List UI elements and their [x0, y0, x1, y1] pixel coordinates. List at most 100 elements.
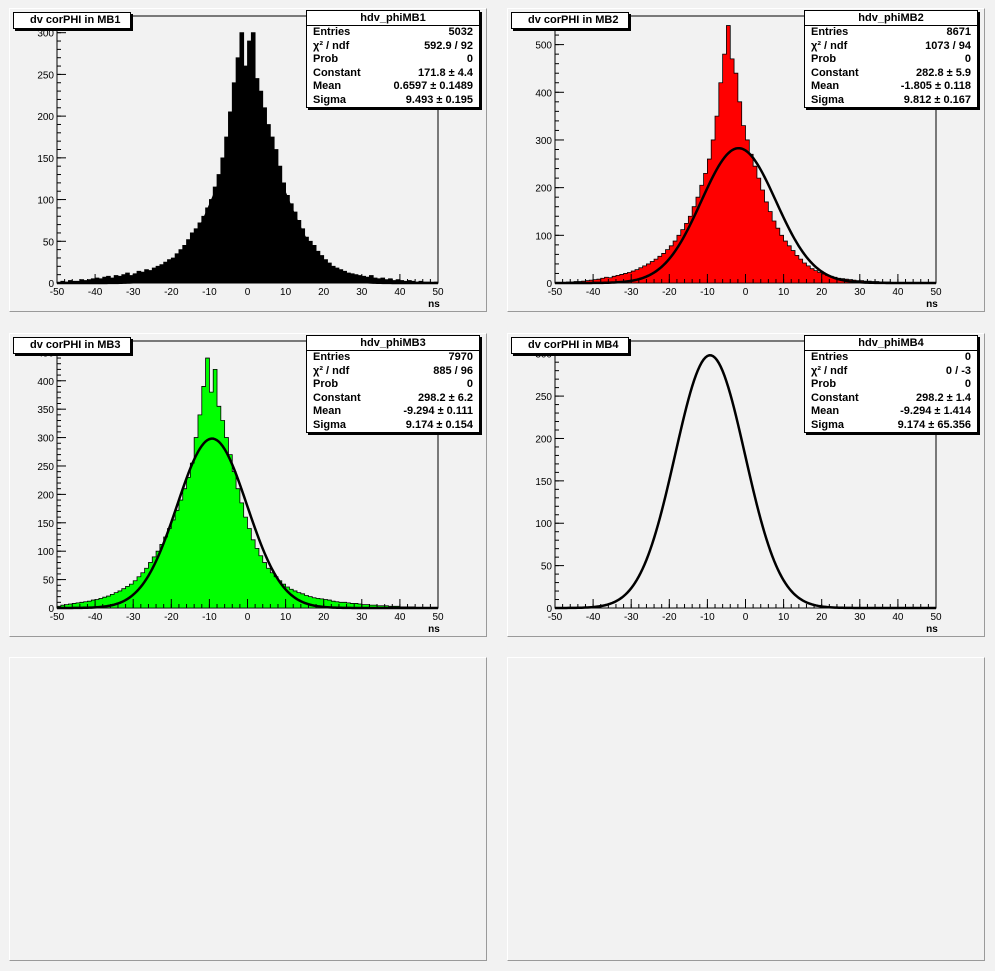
stats-row: Sigma 9.174 ± 0.154 — [307, 419, 479, 433]
stats-row: Prob 0 — [805, 378, 977, 392]
x-axis-label: ns — [428, 624, 440, 635]
stats-label: Mean — [313, 80, 342, 92]
stats-box: hdv_phiMB3 Entries 7970 χ² / ndf 885 / 96 Pro… — [306, 335, 480, 433]
x-tick-label: 30 — [356, 287, 368, 298]
stats-row: χ² / ndf 0 / -3 — [805, 365, 977, 379]
x-tick-label: 30 — [356, 612, 368, 623]
x-tick-label: 20 — [318, 612, 330, 623]
y-tick-label: 150 — [37, 519, 54, 530]
stats-value: 0 — [466, 378, 473, 390]
stats-value: 9.174 ± 65.356 — [897, 418, 971, 431]
stats-box: hdv_phiMB4 Entries 0 χ² / ndf 0 / -3 Prob 0 Con… — [804, 335, 978, 433]
stats-histogram-name: hdv_phiMB4 — [805, 336, 977, 351]
stats-value: 7970 — [448, 351, 473, 363]
x-tick-label: 0 — [743, 287, 749, 298]
stats-value: 0 — [964, 351, 971, 363]
stats-label: Mean — [811, 80, 840, 92]
x-tick-label: -40 — [586, 287, 601, 298]
stats-row: Constant 298.2 ± 6.2 — [307, 392, 479, 406]
stats-label: Entries — [811, 351, 849, 363]
stats-label: χ² / ndf — [313, 364, 350, 377]
stats-label: Entries — [811, 26, 849, 38]
stats-value: 0 — [964, 53, 971, 65]
stats-value: 9.493 ± 0.195 — [405, 93, 473, 106]
stats-row: Entries 5032 — [307, 26, 479, 40]
y-tick-label: 400 — [37, 377, 54, 388]
pad-5 — [9, 657, 487, 961]
stats-box: hdv_phiMB1 Entries 5032 χ² / ndf 592.9 / 92 P… — [306, 10, 480, 108]
y-tick-label: 100 — [37, 196, 54, 207]
stats-value: 0.6597 ± 0.1489 — [393, 80, 473, 92]
stats-label: Prob — [811, 53, 837, 65]
stats-value: 171.8 ± 4.4 — [418, 66, 473, 79]
stats-row: Constant 298.2 ± 1.4 — [805, 392, 977, 406]
stats-row: χ² / ndf 592.9 / 92 — [307, 40, 479, 54]
pad-title: dv corPHI in MB4 — [511, 337, 630, 354]
x-tick-label: -50 — [50, 612, 65, 623]
stats-row: Sigma 9.812 ± 0.167 — [805, 94, 977, 108]
x-tick-label: -40 — [586, 612, 601, 623]
y-tick-label: 200 — [37, 490, 54, 501]
stats-row: Mean -1.805 ± 0.118 — [805, 80, 977, 94]
y-tick-label: 300 — [535, 350, 552, 361]
stats-value: 0 — [964, 378, 971, 390]
y-tick-label: 200 — [535, 434, 552, 445]
histogram-bars — [56, 357, 438, 609]
stats-label: Sigma — [313, 418, 347, 431]
stats-histogram-name: hdv_phiMB1 — [307, 11, 479, 26]
y-tick-label: 0 — [546, 604, 552, 615]
x-tick-label: 10 — [280, 287, 292, 298]
y-tick-label: 50 — [43, 237, 55, 248]
x-tick-label: 50 — [432, 612, 444, 623]
stats-value: 298.2 ± 6.2 — [418, 391, 473, 404]
x-tick-label: 0 — [245, 612, 251, 623]
x-tick-label: 20 — [816, 612, 828, 623]
y-tick-label: 150 — [535, 477, 552, 488]
x-tick-label: -40 — [88, 612, 103, 623]
stats-row: Prob 0 — [307, 53, 479, 67]
x-tick-label: -30 — [624, 287, 639, 298]
y-tick-label: 0 — [48, 604, 54, 615]
stats-label: Prob — [313, 53, 339, 65]
x-tick-label: 30 — [854, 612, 866, 623]
stats-histogram-name: hdv_phiMB2 — [805, 11, 977, 26]
x-tick-label: -30 — [126, 612, 141, 623]
stats-value: 298.2 ± 1.4 — [916, 391, 971, 404]
x-tick-label: 10 — [778, 287, 790, 298]
x-tick-label: -40 — [88, 287, 103, 298]
stats-label: Sigma — [313, 93, 347, 106]
stats-row: Prob 0 — [307, 378, 479, 392]
y-tick-label: 100 — [535, 231, 552, 242]
pad-3: 050100150200250300350400450-50-40-30-20-… — [9, 333, 487, 637]
x-tick-label: -10 — [700, 612, 715, 623]
stats-label: Sigma — [811, 418, 845, 431]
x-tick-label: 30 — [854, 287, 866, 298]
x-tick-label: -50 — [50, 287, 65, 298]
y-tick-label: 50 — [541, 562, 553, 573]
x-tick-label: -20 — [164, 287, 179, 298]
x-tick-label: -10 — [202, 612, 217, 623]
y-tick-label: 350 — [37, 405, 54, 416]
stats-label: χ² / ndf — [811, 364, 848, 377]
x-tick-label: 50 — [930, 612, 942, 623]
x-tick-label: 40 — [394, 287, 406, 298]
stats-value: 282.8 ± 5.9 — [916, 66, 971, 79]
stats-row: Sigma 9.493 ± 0.195 — [307, 94, 479, 108]
y-tick-label: 50 — [43, 576, 55, 587]
x-tick-label: 40 — [394, 612, 406, 623]
stats-row: Entries 0 — [805, 351, 977, 365]
stats-value: 1073 / 94 — [925, 39, 971, 52]
stats-label: Constant — [313, 66, 361, 79]
x-tick-label: -30 — [624, 612, 639, 623]
fit-curve — [57, 138, 438, 285]
x-tick-label: -20 — [662, 612, 677, 623]
y-tick-label: 300 — [535, 136, 552, 147]
pad-1: 0 50 100 150 200 250 300 -50 -40 -30 -20 -10 0 10 20 30… — [9, 8, 487, 312]
x-tick-label: 0 — [743, 612, 749, 623]
stats-value: -1.805 ± 0.118 — [900, 80, 971, 92]
y-tick-label: 100 — [37, 547, 54, 558]
pad-title: dv corPHI in MB2 — [511, 12, 630, 29]
x-tick-label: -10 — [700, 287, 715, 298]
stats-label: Constant — [811, 391, 859, 404]
fit-curve — [554, 354, 936, 610]
